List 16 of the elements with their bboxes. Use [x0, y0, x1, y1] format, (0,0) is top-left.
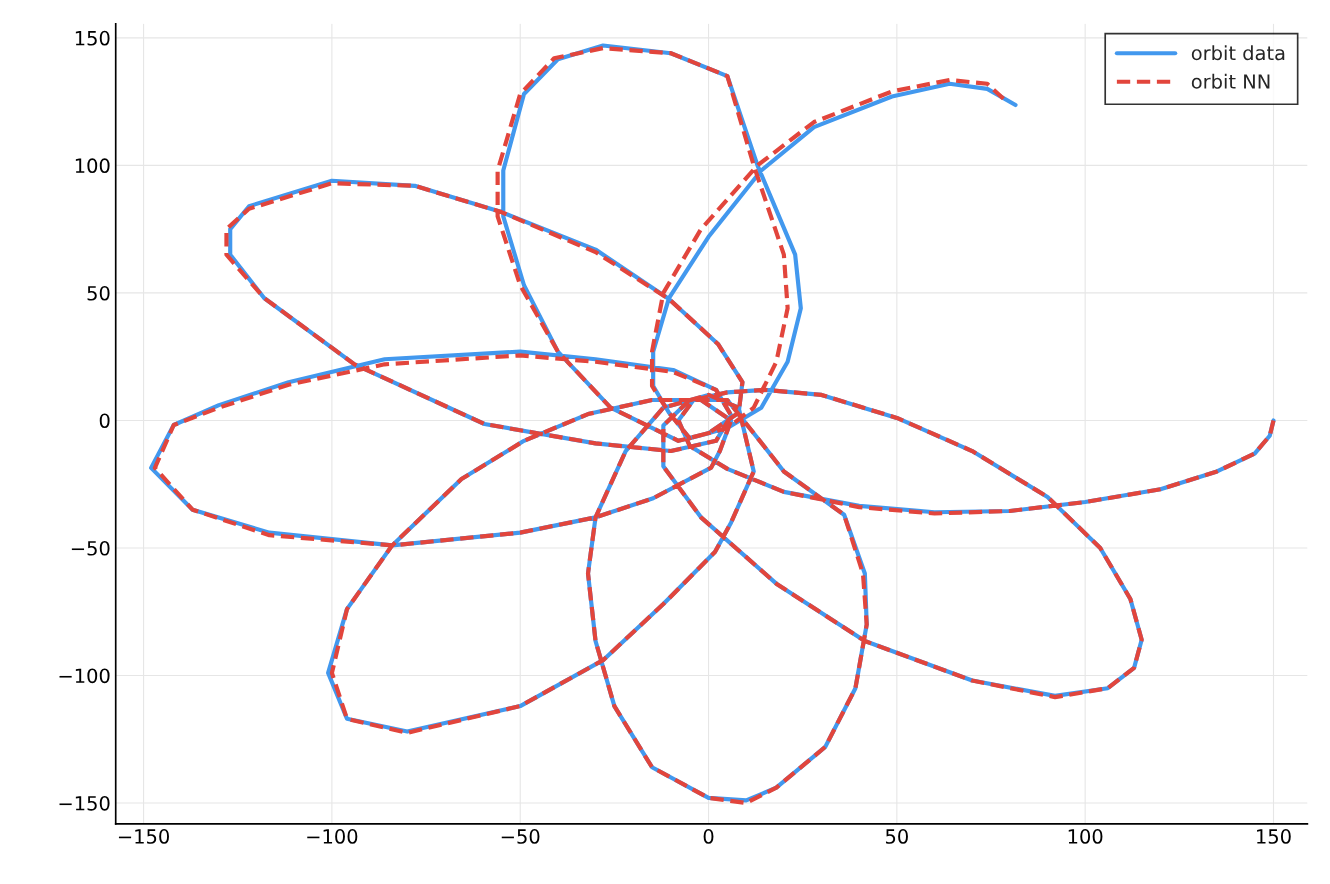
x-tick-label: 150: [1257, 829, 1291, 844]
x-tick-label: −150: [118, 829, 169, 844]
y-tick-label: −150: [59, 795, 110, 811]
x-tick-label: 50: [885, 829, 908, 844]
legend-label: orbit data: [1191, 45, 1285, 61]
y-tick-label: 100: [75, 158, 110, 174]
y-tick-label: −100: [59, 668, 110, 684]
y-tick-label: 50: [87, 285, 110, 301]
y-tick-label: −50: [71, 540, 110, 556]
x-tick-label: 100: [1068, 829, 1103, 844]
x-tick-label: −100: [307, 829, 358, 844]
x-tick-label: 0: [703, 829, 714, 844]
legend-label: orbit NN: [1191, 73, 1270, 89]
x-tick-label: −50: [501, 829, 540, 844]
y-tick-label: 150: [75, 30, 110, 46]
y-tick-label: 0: [99, 413, 110, 429]
